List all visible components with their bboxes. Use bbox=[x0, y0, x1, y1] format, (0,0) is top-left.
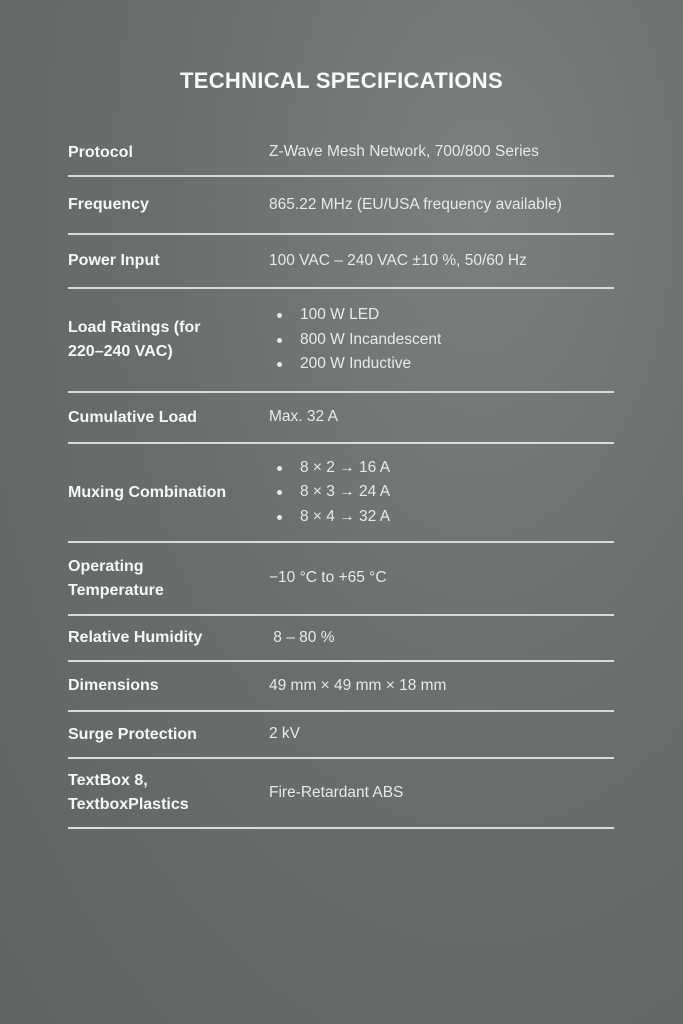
spec-value: Z-Wave Mesh Network, 700/800 Series bbox=[269, 140, 614, 165]
spec-row: Relative Humidity 8 – 80 % bbox=[68, 616, 614, 662]
page-title: TECHNICAL SPECIFICATIONS bbox=[180, 68, 503, 93]
spec-list-item: 200 W Inductive bbox=[277, 352, 614, 377]
spec-list-item: 8 × 2 → 16 A bbox=[277, 456, 614, 481]
spec-value: 2 kV bbox=[269, 722, 614, 747]
spec-value: 49 mm × 49 mm × 18 mm bbox=[269, 674, 614, 699]
spec-label: TextBox 8, TextboxPlastics bbox=[68, 772, 189, 813]
spec-label: Dimensions bbox=[68, 677, 159, 694]
spec-value: 100 VAC – 240 VAC ±10 %, 50/60 Hz bbox=[269, 249, 614, 274]
spec-list-item: 800 W Incandescent bbox=[277, 328, 614, 353]
spec-row: Protocol Z-Wave Mesh Network, 700/800 Ser… bbox=[68, 130, 614, 177]
spec-row: Dimensions 49 mm × 49 mm × 18 mm bbox=[68, 662, 614, 712]
spec-value-text: Max. 32 A bbox=[269, 408, 338, 426]
spec-label: Load Ratings (for 220–240 VAC) bbox=[68, 319, 201, 360]
spec-value-text: 49 mm × 49 mm × 18 mm bbox=[269, 676, 447, 694]
spec-label: Power Input bbox=[68, 252, 160, 269]
spec-label: Relative Humidity bbox=[68, 629, 203, 646]
spec-row: Load Ratings (for 220–240 VAC) 100 W LED 8… bbox=[68, 289, 614, 393]
spec-row: Operating Temperature −10 °C to +65 °C bbox=[68, 543, 614, 616]
spec-value-text: 865.22 MHz (EU/USA frequency available) bbox=[269, 195, 562, 213]
spec-row: Frequency 865.22 MHz (EU/USA frequency av… bbox=[68, 177, 614, 235]
spec-label: Operating Temperature bbox=[68, 557, 164, 599]
spec-row: Power Input 100 VAC – 240 VAC ±10 %, 50/6… bbox=[68, 235, 614, 289]
spec-value: 100 W LED 800 W Incandescent 200 W Inducti… bbox=[269, 303, 614, 377]
spec-list-item: 100 W LED bbox=[277, 303, 614, 328]
spec-list-item: 8 × 3 → 24 A bbox=[277, 480, 614, 505]
spec-list-item: 8 × 4 → 32 A bbox=[277, 505, 614, 530]
spec-value-text: −10 °C to +65 °C bbox=[269, 569, 387, 587]
spec-row: TextBox 8, TextboxPlastics Fire-Retardant… bbox=[68, 759, 614, 829]
spec-value: Max. 32 A bbox=[269, 405, 614, 430]
spec-label: Protocol bbox=[68, 143, 133, 161]
spec-value: 8 – 80 % bbox=[269, 626, 614, 651]
spec-value-text: 100 VAC – 240 VAC ±10 %, 50/60 Hz bbox=[269, 251, 527, 269]
spec-value: −10 °C to +65 °C bbox=[269, 566, 614, 591]
spec-value-text: 8 – 80 % bbox=[269, 628, 335, 646]
spec-value-text: 2 kV bbox=[269, 725, 301, 743]
spec-row: Cumulative Load Max. 32 A bbox=[68, 393, 614, 444]
spec-value: 865.22 MHz (EU/USA frequency available) bbox=[269, 193, 614, 218]
spec-value-text: Fire-Retardant ABS bbox=[269, 783, 404, 801]
spec-row: Surge Protection 2 kV bbox=[68, 712, 614, 759]
spec-list: 100 W LED 800 W Incandescent 200 W Inducti… bbox=[269, 303, 614, 377]
spec-label: Cumulative Load bbox=[68, 408, 197, 426]
spec-table: Protocol Z-Wave Mesh Network, 700/800 Ser… bbox=[68, 130, 614, 829]
spec-label: Surge Protection bbox=[68, 725, 197, 743]
spec-label: Frequency bbox=[68, 196, 149, 213]
spec-label: Muxing Combination bbox=[68, 483, 227, 501]
spec-value: Fire-Retardant ABS bbox=[269, 781, 614, 806]
spec-value-text: Z-Wave Mesh Network, 700/800 Series bbox=[269, 143, 539, 161]
